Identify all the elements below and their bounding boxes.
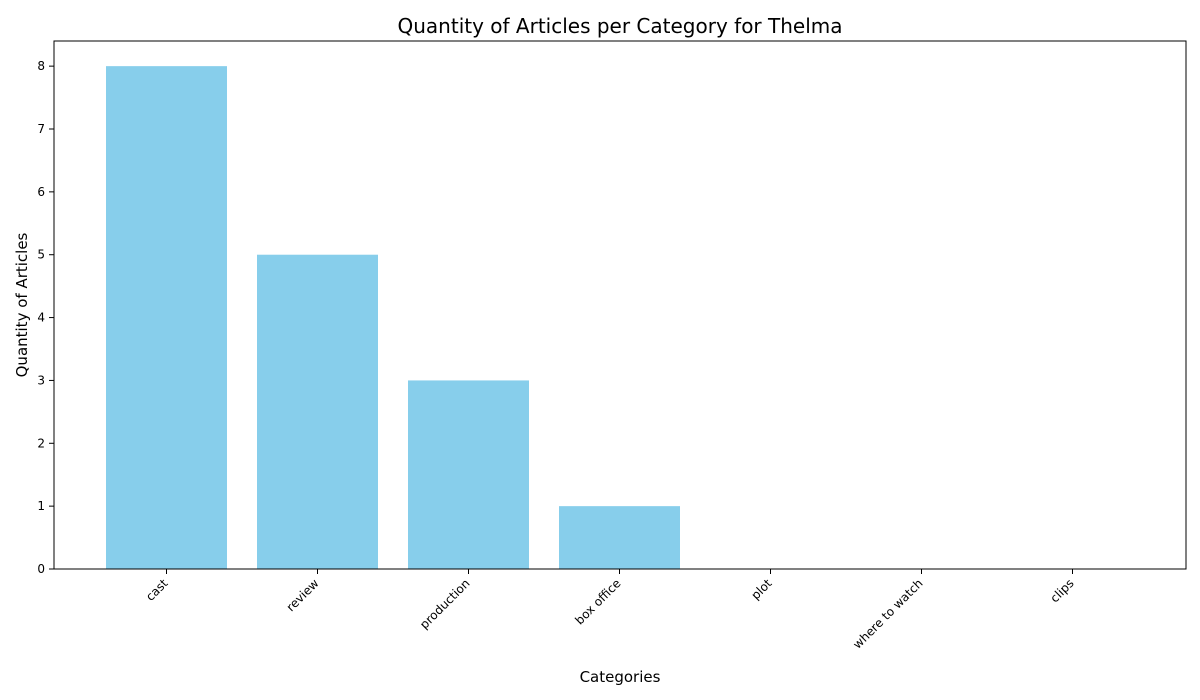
x-axis-label: Categories	[580, 668, 661, 686]
x-axis-ticks: cast review production box office plot where …	[143, 569, 1077, 652]
bar-production	[408, 380, 529, 569]
x-tick-label: cast	[143, 576, 171, 604]
y-axis-ticks: 0 1 2 3 4 5 6 7 8	[37, 59, 54, 576]
y-tick-label: 7	[37, 122, 45, 136]
x-tick-label: production	[417, 576, 472, 631]
bars-group	[106, 66, 680, 570]
chart-title: Quantity of Articles per Category for Th…	[398, 14, 843, 38]
y-tick-label: 4	[37, 311, 45, 325]
y-tick-label: 1	[37, 499, 45, 513]
x-tick-label: clips	[1048, 576, 1077, 605]
y-axis-label: Quantity of Articles	[13, 232, 31, 377]
bar-cast	[106, 66, 227, 570]
y-tick-label: 8	[37, 59, 45, 73]
y-tick-label: 6	[37, 185, 45, 199]
plot-frame	[53, 40, 1187, 570]
y-tick-label: 5	[37, 248, 45, 262]
x-tick-label: where to watch	[850, 576, 925, 651]
y-tick-label: 0	[37, 562, 45, 576]
y-tick-label: 2	[37, 436, 45, 450]
bar-review	[257, 254, 378, 569]
x-tick-label: plot	[748, 576, 774, 602]
bar-box-office	[559, 506, 680, 569]
y-tick-label: 3	[37, 373, 45, 387]
x-tick-label: box office	[572, 576, 623, 627]
x-tick-label: review	[284, 576, 322, 614]
